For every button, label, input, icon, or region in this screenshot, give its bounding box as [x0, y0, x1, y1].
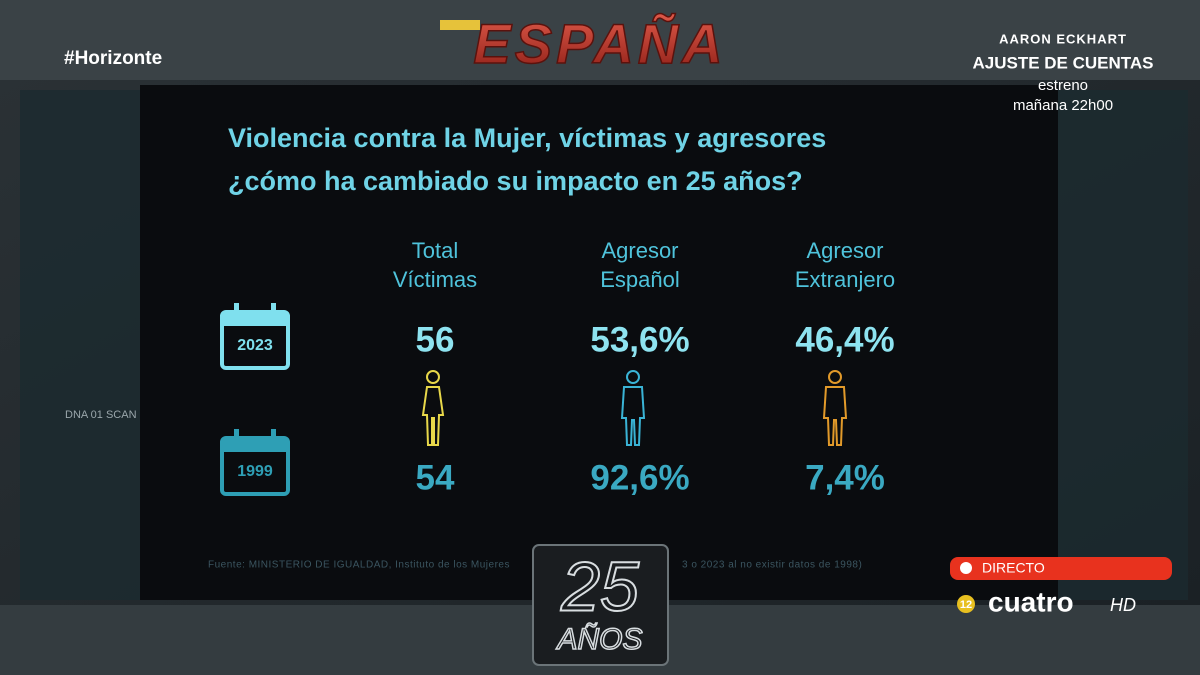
hashtag: #Horizonte: [64, 48, 162, 69]
man-icon: [822, 370, 848, 446]
promo-line: estreno: [1038, 77, 1088, 94]
column-header: Español: [600, 267, 680, 292]
value: 92,6%: [590, 458, 689, 497]
anniversary-number: 25: [560, 547, 640, 625]
calendar-ring: [234, 303, 239, 317]
value: 53,6%: [590, 320, 689, 359]
top-frame: [0, 0, 1200, 80]
column-header: Agresor: [806, 238, 883, 263]
rating: 12: [960, 599, 972, 611]
source: 3 o 2023 al no existir datos de 1998): [682, 560, 862, 571]
man-icon: [620, 370, 646, 446]
column-header: Agresor: [601, 238, 678, 263]
calendar-ring: [271, 303, 276, 317]
live-bar: [950, 557, 1172, 580]
column-header: Total: [412, 238, 458, 263]
logo: ESPAÑA: [440, 11, 726, 76]
promo-title: AJUSTE DE CUENTAS: [972, 53, 1153, 72]
year-label: 1999: [237, 463, 273, 480]
hd: HD: [1110, 595, 1136, 615]
calendar-top: [222, 438, 288, 452]
promo-actor: AARON ECKHART: [999, 31, 1127, 46]
anniversary-word: AÑOS: [555, 622, 642, 656]
woman-icon: [421, 370, 445, 446]
source: Fuente: MINISTERIO DE IGUALDAD, Institut…: [208, 560, 510, 571]
year-label: 2023: [237, 337, 273, 354]
value: 46,4%: [795, 320, 894, 359]
anniversary-logo: 25 AÑOS: [532, 544, 669, 666]
live-dot: [960, 562, 972, 574]
calendar-icon: [220, 303, 290, 370]
columns: Total Víctimas Agresor Español Agresor Extran…: [237, 238, 895, 497]
side-screen-right: [1058, 90, 1188, 600]
anniversary-box: [532, 544, 669, 666]
logo-text: ESPAÑA: [473, 12, 726, 75]
logo-stripe: [440, 20, 480, 30]
value: 7,4%: [805, 458, 885, 497]
live-text: DIRECTO: [982, 560, 1045, 576]
panel: [140, 85, 1058, 600]
calendar-ring: [271, 429, 276, 443]
side-screen-left: [20, 90, 140, 600]
value: 56: [416, 320, 455, 359]
value: 54: [416, 458, 455, 497]
live-badge: DIRECTO: [950, 557, 1172, 580]
promo-line: mañana 22h00: [1013, 97, 1113, 114]
title: Violencia contra la Mujer, víctimas y ag…: [228, 123, 826, 153]
background-label: DNA 01 SCAN: [65, 409, 137, 421]
title: ¿cómo ha cambiado su impacto en 25 años?: [228, 166, 803, 196]
calendar-top: [222, 312, 288, 326]
calendar-icon: [220, 429, 290, 496]
calendar-ring: [234, 429, 239, 443]
rating-badge: [957, 595, 975, 613]
column-header: Víctimas: [393, 267, 477, 292]
column-header: Extranjero: [795, 267, 895, 292]
network: cuatro: [988, 586, 1074, 617]
